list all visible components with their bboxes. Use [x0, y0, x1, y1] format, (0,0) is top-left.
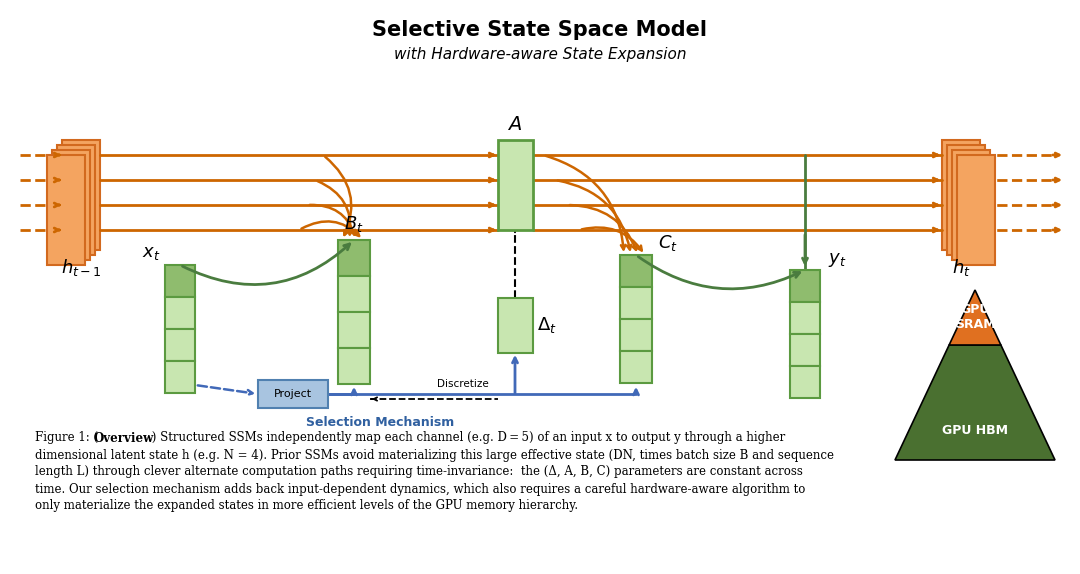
Text: $\Delta_t$: $\Delta_t$	[537, 315, 557, 335]
Bar	[258, 380, 328, 408]
Text: GPU
SRAM: GPU SRAM	[955, 303, 996, 331]
Text: Selective State Space Model: Selective State Space Model	[373, 20, 707, 40]
Bar	[338, 276, 370, 312]
Text: $C_t$: $C_t$	[658, 233, 678, 253]
Text: $B_t$: $B_t$	[345, 214, 364, 234]
Text: Discretize: Discretize	[437, 379, 489, 389]
Bar	[951, 150, 990, 260]
Text: Selection Mechanism: Selection Mechanism	[306, 416, 454, 429]
Text: $x_t$: $x_t$	[141, 244, 160, 262]
Bar	[165, 297, 195, 329]
Text: with Hardware-aware State Expansion: with Hardware-aware State Expansion	[394, 48, 686, 63]
Text: $h_{t-1}$: $h_{t-1}$	[60, 258, 102, 278]
Bar	[338, 348, 370, 384]
Bar	[957, 155, 995, 265]
Text: .) Structured SSMs independently map each channel (e.g. D = 5) of an input x to : .) Structured SSMs independently map eac…	[148, 432, 785, 444]
Bar	[165, 329, 195, 361]
Bar	[57, 145, 95, 255]
Text: Figure 1: (: Figure 1: (	[35, 432, 98, 444]
Bar	[789, 334, 820, 366]
Polygon shape	[949, 290, 1001, 345]
Bar	[620, 255, 652, 287]
Bar	[620, 319, 652, 351]
Bar	[789, 366, 820, 398]
Bar	[338, 240, 370, 276]
Bar	[165, 361, 195, 393]
Text: dimensional latent state h (e.g. N = 4). Prior SSMs avoid materializing this lar: dimensional latent state h (e.g. N = 4).…	[35, 448, 834, 461]
Text: $h_t$: $h_t$	[951, 258, 970, 278]
Text: $A$: $A$	[508, 115, 523, 134]
Text: only materialize the expanded states in more efficient levels of the GPU memory : only materialize the expanded states in …	[35, 499, 578, 513]
Bar	[947, 145, 985, 255]
Bar	[620, 287, 652, 319]
Bar	[62, 140, 100, 250]
Text: Overview: Overview	[93, 432, 153, 444]
Bar	[498, 140, 534, 230]
Polygon shape	[895, 345, 1055, 460]
Bar	[338, 312, 370, 348]
Bar	[789, 270, 820, 302]
Text: Project: Project	[274, 389, 312, 399]
Bar	[942, 140, 980, 250]
Text: GPU HBM: GPU HBM	[942, 424, 1008, 436]
Bar	[165, 265, 195, 297]
Bar	[498, 298, 534, 353]
Text: $y_t$: $y_t$	[828, 251, 847, 269]
Bar	[620, 351, 652, 383]
Bar	[48, 155, 85, 265]
Text: time. Our selection mechanism adds back input-dependent dynamics, which also req: time. Our selection mechanism adds back …	[35, 483, 806, 495]
Bar	[789, 302, 820, 334]
Text: length L) through clever alternate computation paths requiring time-invariance: : length L) through clever alternate compu…	[35, 466, 802, 479]
Bar	[52, 150, 90, 260]
